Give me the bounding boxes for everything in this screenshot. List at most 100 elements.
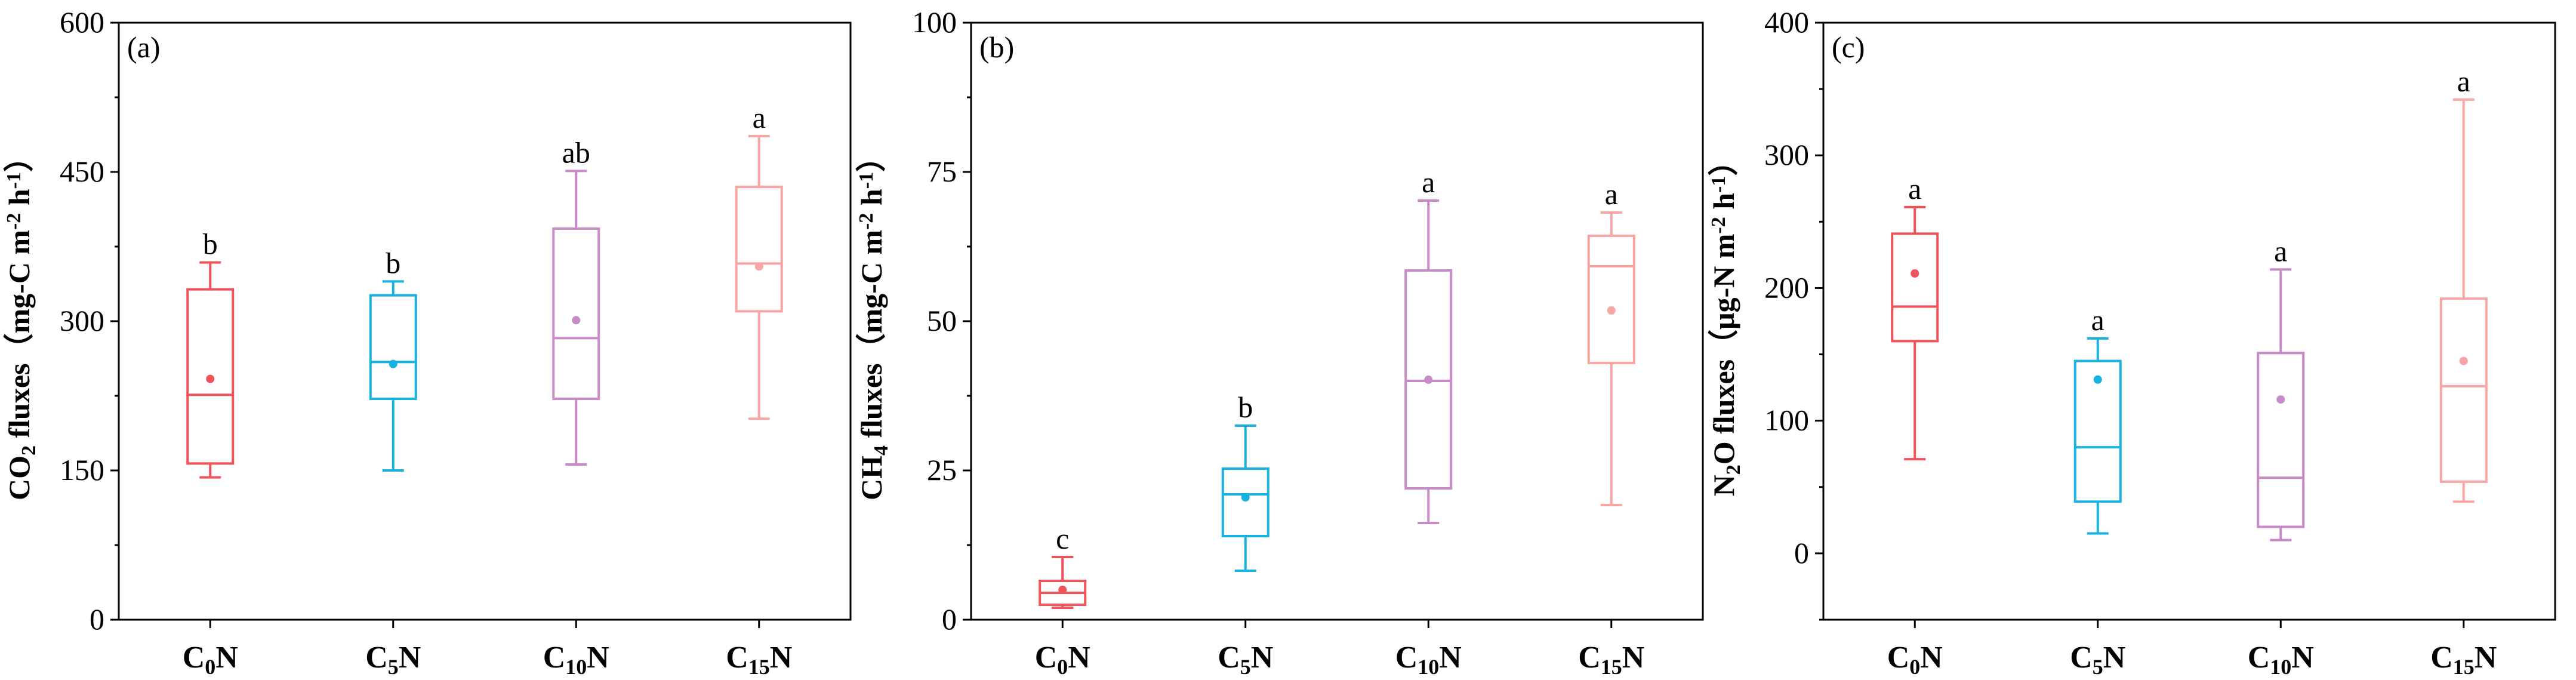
significance-letter: b	[386, 246, 400, 279]
y-axis-title-part: CH	[855, 456, 888, 500]
mean-point	[2276, 395, 2285, 404]
y-tick-label: 300	[60, 304, 104, 337]
mean-point	[1911, 269, 1919, 278]
y-axis-title-part: -2	[3, 213, 25, 230]
iqr-box	[186, 288, 235, 465]
mean-point	[206, 374, 215, 383]
y-axis-title: CO2 fluxes（mg-C m-2 h-1）	[2, 142, 40, 500]
x-tick-label-part: N	[1622, 641, 1645, 675]
x-tick-label-part: 15	[748, 655, 770, 679]
y-tick-label: 400	[1764, 5, 1809, 39]
x-tick-label: C5N	[2070, 641, 2125, 679]
x-tick-label-part: N	[1068, 641, 1090, 675]
x-tick-label-part: N	[2291, 641, 2314, 675]
x-tick-label-part: N	[770, 641, 793, 675]
x-tick-label: C15N	[726, 641, 792, 679]
x-tick-label-part: 5	[388, 655, 399, 679]
y-axis-title-part: N	[1707, 475, 1740, 496]
significance-letter: ab	[562, 136, 590, 169]
y-tick-label: 150	[60, 453, 104, 487]
box-C0N: a	[1891, 172, 1939, 461]
x-tick-label-part: 0	[205, 655, 215, 679]
significance-letter: c	[1056, 522, 1069, 555]
x-tick-label-part: C	[2248, 641, 2270, 675]
y-axis-title-part: h	[2, 189, 36, 213]
x-tick-label-part: N	[1439, 641, 1462, 675]
x-tick-label: C0N	[1887, 641, 1943, 679]
significance-letter: b	[203, 227, 218, 261]
x-tick-label: C10N	[2248, 641, 2314, 679]
x-tick-label-part: C	[1395, 641, 1418, 675]
y-tick-label: 75	[927, 155, 957, 188]
iqr-box	[552, 227, 600, 400]
plot-frame	[970, 21, 1704, 621]
y-tick-label: 450	[60, 155, 104, 188]
mean-point	[754, 262, 763, 271]
y-tick-label: 100	[1764, 404, 1809, 437]
mean-point	[1424, 376, 1433, 384]
iqr-box	[1587, 235, 1635, 364]
x-tick-label-part: C	[1887, 641, 1910, 675]
x-tick-label-part: C	[2070, 641, 2093, 675]
y-axis-title-part: -2	[1708, 217, 1730, 233]
box-C0N: c	[1039, 522, 1087, 609]
significance-letter: b	[1238, 390, 1253, 424]
x-tick-label-part: 0	[1909, 655, 1920, 679]
mean-point	[572, 316, 581, 325]
x-tick-label-part: N	[399, 641, 421, 675]
x-tick-label-part: C	[365, 641, 388, 675]
x-tick-label-part: 0	[1057, 655, 1068, 679]
mean-point	[2459, 356, 2468, 365]
x-tick-label-part: C	[183, 641, 205, 675]
significance-letter: a	[1605, 177, 1618, 211]
y-axis-title: CH4 fluxes（mg-C m-2 h-1）	[855, 142, 892, 500]
x-tick-label: C10N	[543, 641, 609, 679]
y-axis-title-part: -1	[3, 172, 25, 189]
x-tick-label-part: 15	[2453, 655, 2475, 679]
x-tick-label-part: 5	[1240, 655, 1251, 679]
x-tick-label-part: N	[2475, 641, 2497, 675]
y-axis-title-part: CO	[2, 456, 36, 500]
x-tick-label-part: N	[587, 641, 609, 675]
iqr-box	[735, 186, 783, 313]
x-tick-label: C10N	[1395, 641, 1462, 679]
plot-frame	[118, 21, 852, 621]
box-C10N: a	[2257, 234, 2305, 541]
significance-letter: a	[1422, 165, 1435, 199]
iqr-box	[2073, 359, 2122, 503]
box-C15N: a	[735, 101, 783, 420]
iqr-box	[1221, 467, 1269, 537]
x-tick-label-part: 10	[2270, 655, 2291, 679]
y-axis-title-part: h	[855, 189, 888, 213]
x-tick-label-part: 10	[565, 655, 587, 679]
x-tick-label-part: C	[1578, 641, 1601, 675]
y-tick-label: 600	[60, 5, 104, 39]
significance-letter: a	[2091, 303, 2104, 337]
y-tick-label: 300	[1764, 138, 1809, 171]
iqr-box	[2257, 352, 2305, 528]
panel-label: (c)	[1832, 30, 1865, 64]
x-tick-label-part: 5	[2093, 655, 2103, 679]
mean-point	[2093, 375, 2102, 384]
box-C5N: a	[2073, 303, 2122, 535]
y-axis-title-part: -2	[855, 213, 877, 230]
mean-point	[1607, 306, 1616, 315]
significance-letter: a	[2274, 234, 2287, 267]
x-tick-label-part: C	[1035, 641, 1058, 675]
mean-point	[1241, 493, 1250, 501]
x-tick-label-part: 10	[1418, 655, 1439, 679]
x-tick-label: C15N	[1578, 641, 1644, 679]
x-tick-label-part: N	[1920, 641, 1943, 675]
significance-letter: a	[2457, 64, 2470, 98]
x-tick-label-part: C	[2430, 641, 2453, 675]
panel-label: (a)	[127, 30, 161, 64]
y-tick-label: 0	[942, 602, 957, 636]
y-tick-label: 0	[90, 602, 104, 636]
y-axis-title-part: O fluxes（μg-N m	[1707, 234, 1740, 465]
x-tick-label-part: C	[1218, 641, 1240, 675]
x-tick-label-part: N	[2103, 641, 2126, 675]
x-tick-label: C15N	[2430, 641, 2497, 679]
y-axis-title-part: -1	[855, 172, 877, 189]
